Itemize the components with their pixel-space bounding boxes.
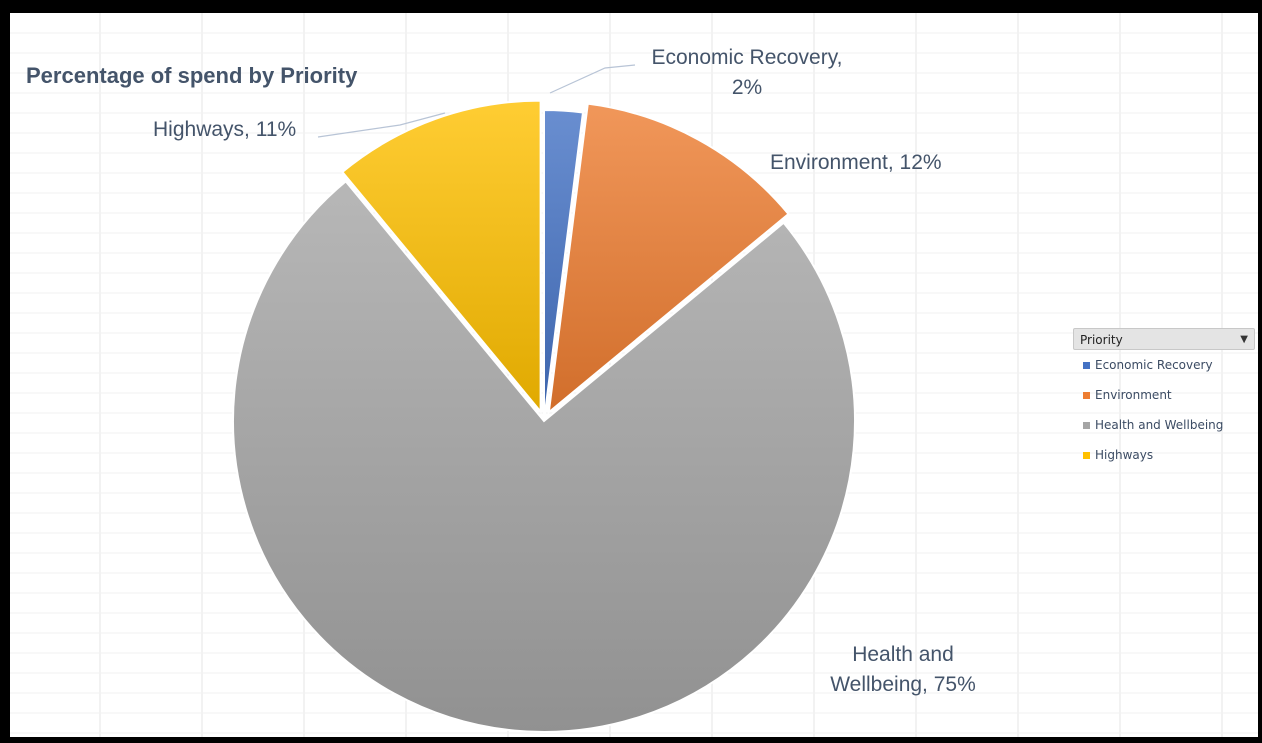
legend-item[interactable]: Economic Recovery bbox=[1073, 350, 1255, 380]
data-label-line: 2% bbox=[731, 76, 763, 99]
data-label-line: Health and bbox=[852, 643, 954, 666]
legend-item[interactable]: Health and Wellbeing bbox=[1073, 410, 1255, 440]
pie-chart bbox=[232, 64, 856, 733]
leader-lines bbox=[317, 64, 636, 138]
chart-area: Percentage of spend by Priority Economic… bbox=[10, 13, 1258, 737]
legend-item[interactable]: Environment bbox=[1073, 380, 1255, 410]
data-label-line: Wellbeing, 75% bbox=[830, 673, 976, 696]
legend[interactable]: Priority ▼ Economic Recovery Environment H… bbox=[1073, 328, 1255, 470]
leader-line bbox=[317, 112, 446, 138]
legend-item-label: Highways bbox=[1095, 448, 1154, 462]
chevron-down-icon[interactable]: ▼ bbox=[1240, 334, 1248, 345]
data-label: Health and Wellbeing, 75% bbox=[803, 640, 1003, 700]
pie-slice-environment[interactable] bbox=[547, 102, 790, 415]
legend-title: Priority bbox=[1080, 333, 1123, 347]
leader-line bbox=[549, 64, 636, 94]
legend-swatch bbox=[1083, 451, 1090, 459]
legend-item-label: Economic Recovery bbox=[1095, 358, 1213, 372]
legend-header[interactable]: Priority ▼ bbox=[1073, 328, 1255, 350]
data-label-line: Highways, 11% bbox=[153, 118, 297, 141]
data-label: Economic Recovery, 2% bbox=[622, 43, 872, 103]
legend-swatch bbox=[1083, 361, 1090, 369]
chart-title: Percentage of spend by Priority bbox=[26, 63, 358, 88]
data-label-line: Economic Recovery, bbox=[651, 46, 843, 69]
legend-swatch bbox=[1083, 391, 1090, 399]
data-label: Environment, 12% bbox=[770, 148, 1020, 178]
legend-item-label: Environment bbox=[1095, 388, 1172, 402]
legend-swatch bbox=[1083, 421, 1090, 429]
legend-item[interactable]: Highways bbox=[1073, 440, 1255, 470]
pie-slice-economic-recovery[interactable] bbox=[543, 108, 585, 422]
pie-slices bbox=[232, 99, 856, 733]
legend-items: Economic Recovery Environment Health and W… bbox=[1073, 350, 1255, 470]
data-label: Highways, 11% bbox=[153, 115, 353, 145]
data-label-line: Environment, 12% bbox=[770, 151, 942, 174]
legend-item-label: Health and Wellbeing bbox=[1095, 418, 1224, 432]
pie-slice-health-and-wellbeing[interactable] bbox=[232, 179, 856, 733]
pie-slice-highways[interactable] bbox=[340, 99, 542, 415]
